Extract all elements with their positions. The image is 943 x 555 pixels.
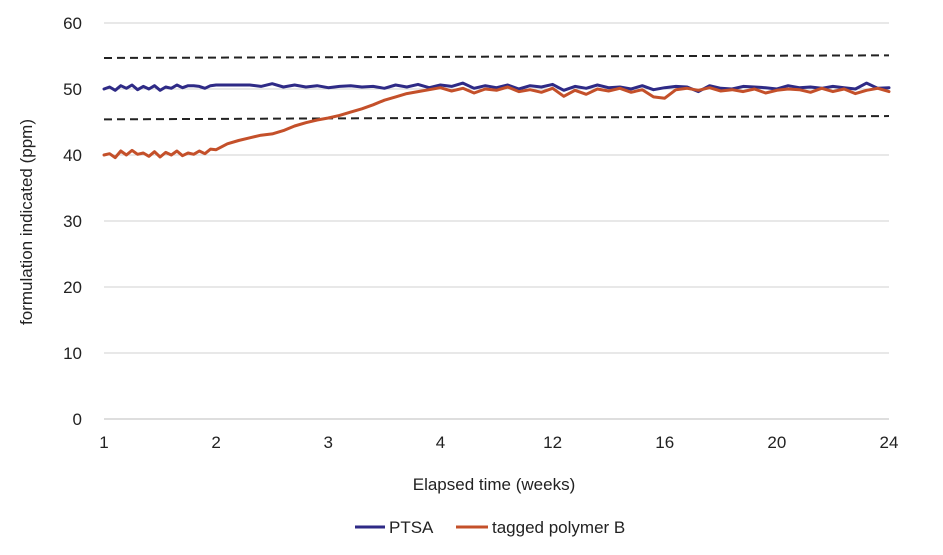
legend-label: PTSA <box>389 518 434 537</box>
x-axis-tick-labels: 1 2 3 4 12 16 20 24 <box>99 433 898 452</box>
x-tick-label: 3 <box>324 433 333 452</box>
series-line <box>102 81 891 94</box>
x-tick-label: 4 <box>436 433 445 452</box>
y-tick-label: 50 <box>63 80 82 99</box>
y-tick-label: 0 <box>73 410 82 429</box>
series-line <box>102 85 891 160</box>
y-axis-title: formulation indicated (ppm) <box>17 119 36 325</box>
gridlines <box>104 22 889 420</box>
x-tick-label: 2 <box>211 433 220 452</box>
x-tick-label: 12 <box>543 433 562 452</box>
reference-line <box>103 115 890 121</box>
y-tick-label: 60 <box>63 14 82 33</box>
x-axis-title: Elapsed time (weeks) <box>413 475 576 494</box>
x-tick-label: 24 <box>880 433 899 452</box>
y-tick-label: 20 <box>63 278 82 297</box>
series-lines <box>102 81 891 160</box>
y-tick-label: 30 <box>63 212 82 231</box>
y-tick-label: 10 <box>63 344 82 363</box>
reference-lines <box>103 54 890 121</box>
x-tick-label: 20 <box>767 433 786 452</box>
legend: PTSA tagged polymer B <box>355 518 625 537</box>
x-tick-label: 1 <box>99 433 108 452</box>
reference-line <box>103 54 890 59</box>
legend-label: tagged polymer B <box>492 518 625 537</box>
y-tick-label: 40 <box>63 146 82 165</box>
x-tick-label: 16 <box>655 433 674 452</box>
y-axis-tick-labels: 0 10 20 30 40 50 60 <box>63 14 82 429</box>
